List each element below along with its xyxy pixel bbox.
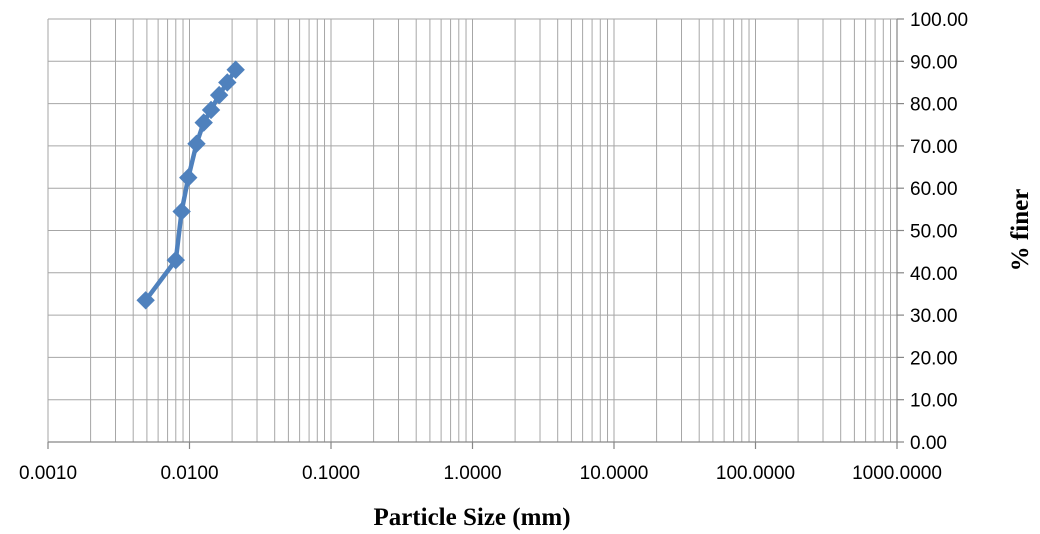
x-tick-label: 1000.0000 <box>852 463 942 484</box>
y-tick-label: 60.00 <box>910 179 958 200</box>
x-tick-label: 0.0100 <box>160 463 218 484</box>
x-tick-label: 1.0000 <box>443 463 501 484</box>
y-tick-label: 50.00 <box>910 222 958 243</box>
x-tick-label: 100.0000 <box>716 463 795 484</box>
y-axis-title: % finer <box>1007 189 1034 272</box>
x-axis-title: Particle Size (mm) <box>373 504 570 531</box>
x-tick-label: 0.0010 <box>19 463 77 484</box>
y-tick-label: 40.00 <box>910 264 958 285</box>
data-point-marker <box>172 202 191 221</box>
data-point-marker <box>218 73 237 92</box>
y-tick-label: 10.00 <box>910 391 958 412</box>
y-tick-label: 80.00 <box>910 95 958 116</box>
y-tick-label: 70.00 <box>910 137 958 158</box>
series-line <box>143 68 238 302</box>
data-point-marker <box>187 134 206 153</box>
y-tick-label: 0.00 <box>910 433 947 454</box>
y-tick-label: 30.00 <box>910 306 958 327</box>
axes <box>47 18 904 449</box>
data-point-marker <box>136 291 155 310</box>
tick-labels: 0.0010 0.0100 0.1000 1.0000 10.0000 100.0000 1… <box>19 10 968 484</box>
y-tick-label: 20.00 <box>910 348 958 369</box>
data-point-marker <box>226 60 245 79</box>
data-point-marker <box>179 168 198 187</box>
x-tick-label: 10.0000 <box>580 463 649 484</box>
data-point-marker <box>201 100 221 120</box>
data-series <box>136 60 245 310</box>
data-point-marker <box>166 250 185 270</box>
data-point-marker <box>209 85 229 105</box>
x-tick-label: 0.1000 <box>302 463 360 484</box>
y-tick-label: 100.00 <box>910 10 968 31</box>
data-point-marker <box>194 113 213 132</box>
grid <box>47 18 898 443</box>
y-tick-label: 90.00 <box>910 52 958 73</box>
